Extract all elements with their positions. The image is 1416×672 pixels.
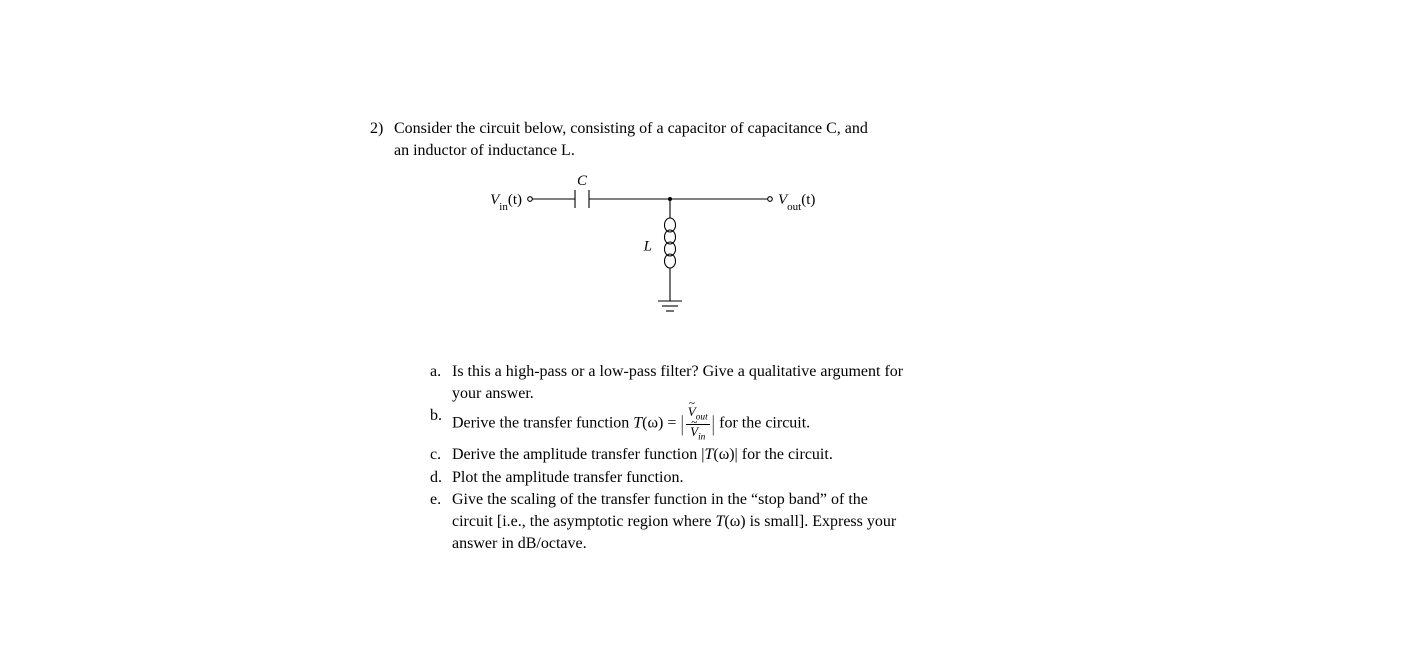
svg-text:C: C bbox=[577, 173, 588, 189]
svg-text:Vout(t): Vout(t) bbox=[778, 192, 815, 213]
subpart-a-label: a. bbox=[430, 361, 452, 383]
subpart-b-fraction: VoutVin bbox=[686, 405, 710, 443]
subpart-e: e. Give the scaling of the transfer func… bbox=[430, 489, 1050, 554]
circuit-diagram: C L Vin(t) Vout(t) bbox=[470, 171, 1050, 351]
subpart-d-label: d. bbox=[430, 467, 452, 489]
subpart-d: d. Plot the amplitude transfer function. bbox=[430, 467, 1050, 489]
problem-stem-text: Consider the circuit below, consisting o… bbox=[394, 118, 1050, 161]
page: 2) Consider the circuit below, consistin… bbox=[0, 0, 1416, 672]
subpart-b-arg: (ω) = bbox=[642, 415, 680, 432]
abs-bar-icon: | bbox=[712, 413, 715, 435]
svg-text:Vin(t): Vin(t) bbox=[490, 192, 522, 213]
frac-den-sub: in bbox=[698, 432, 705, 442]
subpart-e-arg: (ω) bbox=[724, 513, 745, 530]
subparts: a. Is this a high-pass or a low-pass fil… bbox=[430, 361, 1050, 554]
svg-text:L: L bbox=[643, 239, 652, 255]
subpart-b-T: T bbox=[633, 415, 642, 432]
subpart-c-post: for the circuit. bbox=[738, 446, 833, 463]
subpart-e-text: Give the scaling of the transfer functio… bbox=[452, 489, 1050, 554]
subpart-b-label: b. bbox=[430, 405, 452, 427]
circuit-svg: C L Vin(t) Vout(t) bbox=[470, 171, 830, 346]
subpart-b-pre: Derive the transfer function bbox=[452, 415, 633, 432]
subpart-a: a. Is this a high-pass or a low-pass fil… bbox=[430, 361, 1050, 404]
subpart-a-text: Is this a high-pass or a low-pass filter… bbox=[452, 361, 1050, 404]
subpart-b-post: for the circuit. bbox=[715, 415, 810, 432]
subpart-c-arg: (ω) bbox=[713, 446, 734, 463]
problem-stem: 2) Consider the circuit below, consistin… bbox=[370, 118, 1050, 161]
subpart-a-line2: your answer. bbox=[452, 385, 534, 402]
subpart-d-text: Plot the amplitude transfer function. bbox=[452, 467, 1050, 489]
subpart-e-line2-post: is small]. Express your bbox=[746, 513, 897, 530]
subpart-e-line3: answer in dB/octave. bbox=[452, 535, 587, 552]
subpart-b-text: Derive the transfer function T(ω) = |Vou… bbox=[452, 405, 1050, 443]
subpart-e-line2-pre: circuit [i.e., the asymptotic region whe… bbox=[452, 513, 715, 530]
problem-block: 2) Consider the circuit below, consistin… bbox=[370, 118, 1050, 555]
stem-line-2: an inductor of inductance L. bbox=[394, 142, 575, 159]
subpart-c-text: Derive the amplitude transfer function |… bbox=[452, 444, 1050, 466]
subpart-c-label: c. bbox=[430, 444, 452, 466]
frac-den-V: V bbox=[690, 425, 698, 439]
subpart-c-pre: Derive the amplitude transfer function bbox=[452, 446, 701, 463]
subpart-e-line1: Give the scaling of the transfer functio… bbox=[452, 491, 868, 508]
subpart-a-line1: Is this a high-pass or a low-pass filter… bbox=[452, 363, 903, 380]
subpart-b: b. Derive the transfer function T(ω) = |… bbox=[430, 405, 1050, 443]
subpart-c: c. Derive the amplitude transfer functio… bbox=[430, 444, 1050, 466]
subpart-e-label: e. bbox=[430, 489, 452, 511]
stem-line-1: Consider the circuit below, consisting o… bbox=[394, 120, 868, 137]
problem-number: 2) bbox=[370, 118, 394, 140]
abs-bar-icon: | bbox=[681, 413, 684, 435]
